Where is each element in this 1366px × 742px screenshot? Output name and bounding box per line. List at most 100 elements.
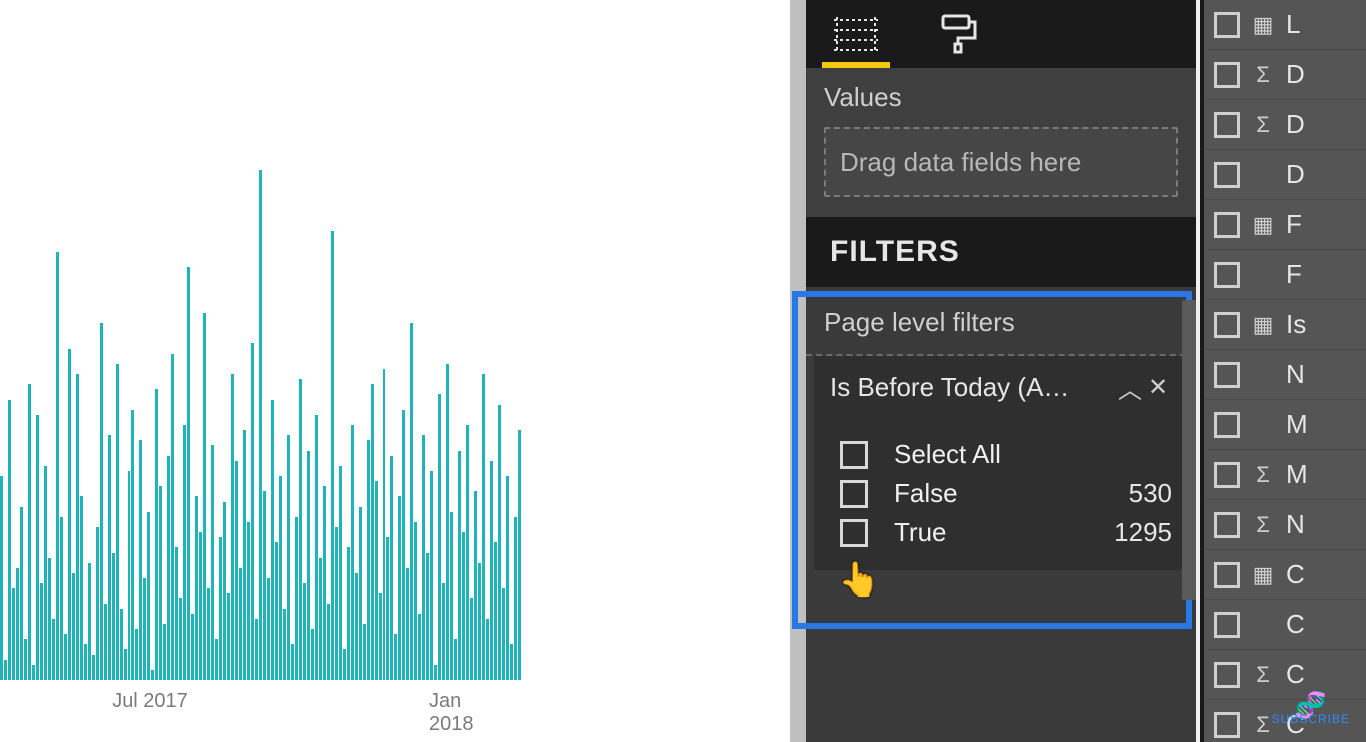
chart-bar bbox=[303, 583, 306, 680]
chart-bar bbox=[331, 231, 334, 680]
chart-bar bbox=[394, 634, 397, 680]
fields-tab[interactable] bbox=[828, 10, 884, 58]
chart-bar bbox=[339, 466, 342, 680]
checkbox[interactable] bbox=[1214, 562, 1240, 588]
field-type-icon: Σ bbox=[1250, 112, 1276, 138]
chart-bar bbox=[466, 425, 469, 680]
chart-bar bbox=[371, 384, 374, 680]
chart-bar bbox=[398, 496, 401, 680]
chart-bar bbox=[147, 512, 150, 680]
filter-card-header[interactable]: Is Before Today (A… ︿ ✕ bbox=[814, 356, 1188, 419]
field-item[interactable]: N bbox=[1200, 350, 1366, 400]
watermark: 🧬 SUBSCRIBE bbox=[1272, 698, 1350, 726]
chart-bar bbox=[494, 542, 497, 680]
chart-bar bbox=[48, 558, 51, 680]
field-item[interactable]: ▦C bbox=[1200, 550, 1366, 600]
field-item[interactable]: D bbox=[1200, 150, 1366, 200]
values-field-well[interactable]: Drag data fields here bbox=[824, 127, 1178, 197]
field-item[interactable]: ▦Is bbox=[1200, 300, 1366, 350]
chart-bar bbox=[502, 588, 505, 680]
checkbox[interactable] bbox=[840, 519, 868, 547]
chart-bar bbox=[251, 343, 254, 680]
checkbox[interactable] bbox=[1214, 512, 1240, 538]
chart-bar bbox=[510, 644, 513, 680]
field-item[interactable]: ▦L bbox=[1200, 0, 1366, 50]
chart-bar bbox=[490, 461, 493, 680]
chart-bar bbox=[28, 384, 31, 680]
filter-card: Is Before Today (A… ︿ ✕ Select All False5… bbox=[814, 356, 1188, 570]
chart-bar bbox=[32, 665, 35, 680]
close-icon[interactable]: ✕ bbox=[1144, 373, 1172, 402]
filter-option[interactable]: Select All bbox=[840, 439, 1172, 470]
chart-bar bbox=[76, 374, 79, 680]
chart-bar bbox=[406, 568, 409, 680]
chart-bar bbox=[410, 323, 413, 680]
checkbox[interactable] bbox=[1214, 12, 1240, 38]
checkbox[interactable] bbox=[1214, 662, 1240, 688]
chart-bar bbox=[143, 578, 146, 680]
chart-bar bbox=[279, 476, 282, 680]
field-label: Is bbox=[1286, 309, 1306, 340]
format-tab[interactable] bbox=[932, 10, 988, 58]
collapse-icon[interactable]: ︿ bbox=[1116, 370, 1144, 405]
chart-bar bbox=[0, 476, 3, 680]
chart-bar bbox=[343, 649, 346, 680]
field-item[interactable]: ▦F bbox=[1200, 200, 1366, 250]
values-label: Values bbox=[824, 82, 1178, 113]
page-level-filters: Page level filters Is Before Today (A… ︿… bbox=[806, 287, 1196, 570]
chart-bar bbox=[379, 593, 382, 680]
field-label: L bbox=[1286, 9, 1300, 40]
checkbox[interactable] bbox=[1214, 462, 1240, 488]
filter-option[interactable]: False530 bbox=[840, 478, 1172, 509]
chart-bar bbox=[239, 568, 242, 680]
filter-option[interactable]: True1295 bbox=[840, 517, 1172, 548]
checkbox[interactable] bbox=[840, 480, 868, 508]
chart-bar bbox=[155, 389, 158, 680]
fields-pane: ▦LΣDΣDD▦FF▦IsNMΣMΣN▦CCΣCΣC bbox=[1200, 0, 1366, 742]
chart-bar bbox=[12, 588, 15, 680]
field-item[interactable]: ΣD bbox=[1200, 100, 1366, 150]
chart-bar bbox=[418, 614, 421, 680]
checkbox[interactable] bbox=[1214, 212, 1240, 238]
filters-header: FILTERS bbox=[806, 217, 1196, 287]
checkbox[interactable] bbox=[1214, 612, 1240, 638]
watermark-text: SUBSCRIBE bbox=[1272, 712, 1350, 726]
field-item[interactable]: ΣC bbox=[1200, 650, 1366, 700]
chart-bar bbox=[291, 644, 294, 680]
chart-bar bbox=[92, 655, 95, 681]
checkbox[interactable] bbox=[1214, 712, 1240, 738]
chart-bar bbox=[179, 598, 182, 680]
checkbox[interactable] bbox=[1214, 62, 1240, 88]
field-item[interactable]: M bbox=[1200, 400, 1366, 450]
checkbox[interactable] bbox=[840, 441, 868, 469]
chart-bar bbox=[263, 491, 266, 680]
chart-bar bbox=[195, 496, 198, 680]
field-label: C bbox=[1286, 559, 1305, 590]
chart-bar bbox=[120, 609, 123, 680]
field-item[interactable]: C bbox=[1200, 600, 1366, 650]
chart-bar bbox=[434, 665, 437, 680]
chart-bar bbox=[450, 512, 453, 680]
chart-bar bbox=[311, 629, 314, 680]
scrollbar-thumb[interactable] bbox=[1182, 300, 1196, 600]
chart-bar bbox=[506, 476, 509, 680]
checkbox[interactable] bbox=[1214, 112, 1240, 138]
checkbox[interactable] bbox=[1214, 162, 1240, 188]
chart-bar bbox=[351, 425, 354, 680]
field-item[interactable]: ΣM bbox=[1200, 450, 1366, 500]
chart-bar bbox=[163, 624, 166, 680]
checkbox[interactable] bbox=[1214, 262, 1240, 288]
paint-roller-icon bbox=[941, 14, 979, 54]
field-item[interactable]: F bbox=[1200, 250, 1366, 300]
chart-canvas: Jul 2017Jan 2018 bbox=[0, 0, 790, 742]
chart-bar bbox=[271, 400, 274, 681]
field-item[interactable]: ΣN bbox=[1200, 500, 1366, 550]
checkbox[interactable] bbox=[1214, 362, 1240, 388]
field-item[interactable]: ΣD bbox=[1200, 50, 1366, 100]
chart-bar bbox=[446, 364, 449, 680]
chart-bar bbox=[104, 604, 107, 681]
chart-bar bbox=[363, 624, 366, 680]
chart-bar bbox=[307, 451, 310, 681]
checkbox[interactable] bbox=[1214, 412, 1240, 438]
checkbox[interactable] bbox=[1214, 312, 1240, 338]
